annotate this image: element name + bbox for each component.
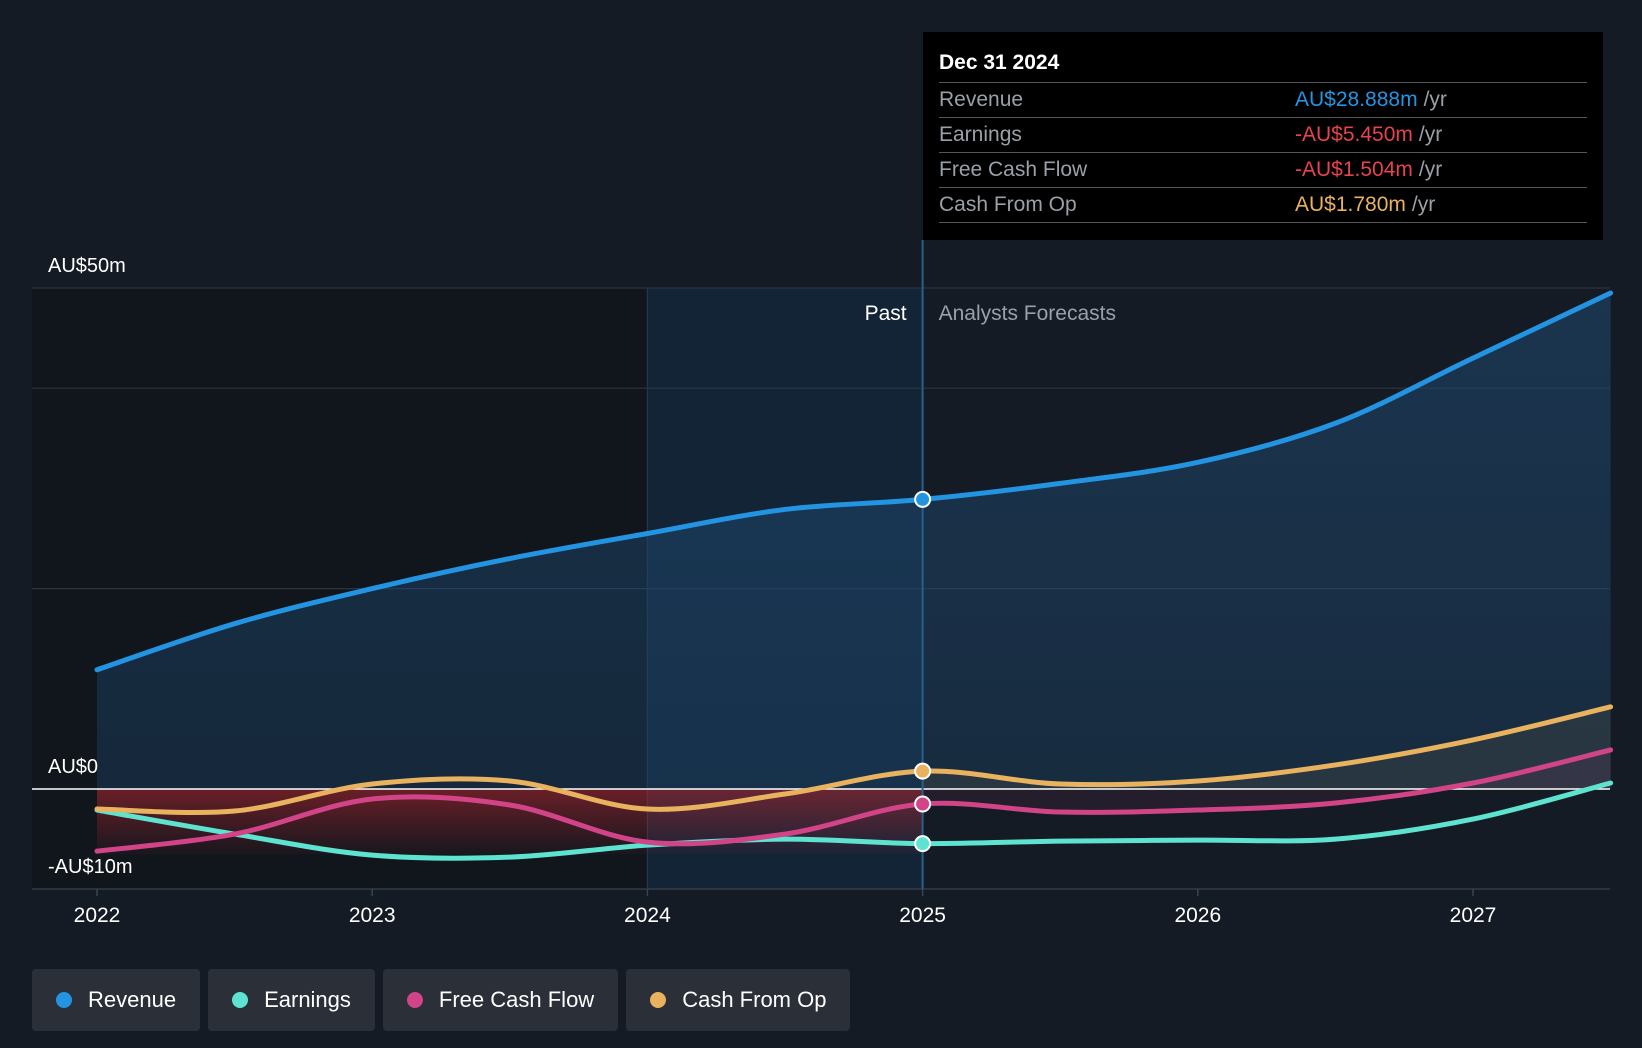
forecast-label: Analysts Forecasts [939, 302, 1116, 325]
tooltip-value: -AU$1.504m/yr [1295, 158, 1443, 181]
tooltip-value: -AU$5.450m/yr [1295, 123, 1443, 146]
x-tick-label: 2026 [1174, 904, 1221, 927]
cash-from-op-line [94, 704, 1614, 816]
x-tick-label: 2023 [349, 904, 396, 927]
tooltip: Dec 31 2024 Revenue AU$28.888m/yr Earnings… [923, 32, 1603, 240]
tooltip-unit: /yr [1418, 123, 1443, 146]
free-cash-flow-forecast-area [922, 749, 1611, 813]
legend-item-revenue[interactable]: Revenue [32, 969, 201, 1031]
negative-region-fill [97, 789, 923, 855]
x-tick-label: 2027 [1450, 904, 1497, 927]
series-markers [914, 490, 932, 853]
tooltip-unit: /yr [1423, 88, 1447, 111]
legend-dot-icon [650, 992, 667, 1008]
tooltip-unit: /yr [1418, 158, 1443, 181]
tooltip-row-cash-from-op: Cash From Op AU$1.780m/yr [939, 188, 1587, 223]
legend: Revenue Earnings Free Cash Flow Cash From O… [32, 969, 851, 1031]
tooltip-date: Dec 31 2024 [939, 46, 1587, 83]
free-cash-flow-marker[interactable] [914, 795, 932, 813]
legend-label: Cash From Op [682, 987, 827, 1012]
series-lines [94, 290, 1614, 861]
cash-from-op-marker[interactable] [914, 762, 932, 780]
tooltip-label: Revenue [939, 88, 1024, 111]
legend-item-cash-from-op[interactable]: Cash From Op [626, 969, 851, 1031]
tooltip-row-revenue: Revenue AU$28.888m/yr [939, 83, 1587, 118]
legend-dot-icon [406, 992, 423, 1008]
legend-label: Revenue [88, 987, 177, 1012]
y-label-bottom: -AU$10m [48, 856, 132, 878]
tooltip-row-free-cash-flow: Free Cash Flow -AU$1.504m/yr [939, 153, 1587, 188]
revenue-area [97, 293, 1611, 789]
earnings-marker[interactable] [914, 835, 932, 853]
x-tick-label: 2024 [624, 904, 671, 927]
tooltip-value: AU$28.888m/yr [1295, 88, 1447, 111]
tooltip-label: Free Cash Flow [939, 158, 1088, 181]
legend-item-earnings[interactable]: Earnings [208, 969, 375, 1031]
free-cash-flow-line [94, 747, 1614, 854]
earnings-line [94, 780, 1614, 861]
tooltip-label: Earnings [939, 123, 1022, 146]
tooltip-unit: /yr [1411, 193, 1436, 216]
x-tick-label: 2025 [899, 904, 946, 927]
tooltip-value: AU$1.780m/yr [1295, 193, 1436, 216]
legend-item-free-cash-flow[interactable]: Free Cash Flow [382, 969, 619, 1031]
cash-from-op-forecast-area [922, 706, 1611, 789]
revenue-marker[interactable] [914, 490, 932, 508]
series-areas [97, 293, 1611, 855]
y-label-zero: AU$0 [48, 756, 98, 778]
legend-dot-icon [56, 992, 72, 1008]
y-label-top: AU$50m [48, 255, 126, 277]
tooltip-row-earnings: Earnings -AU$5.450m/yr [939, 118, 1587, 153]
x-tick-label: 2022 [74, 904, 121, 927]
axis-labels: AU$50m AU$0 -AU$10m Past Analysts Forecasts 2… [48, 255, 1496, 927]
legend-label: Earnings [264, 987, 351, 1012]
revenue-line [94, 290, 1614, 673]
legend-label: Free Cash Flow [438, 987, 595, 1012]
tooltip-label: Cash From Op [939, 193, 1077, 216]
legend-dot-icon [232, 992, 249, 1008]
past-label: Past [865, 302, 907, 325]
